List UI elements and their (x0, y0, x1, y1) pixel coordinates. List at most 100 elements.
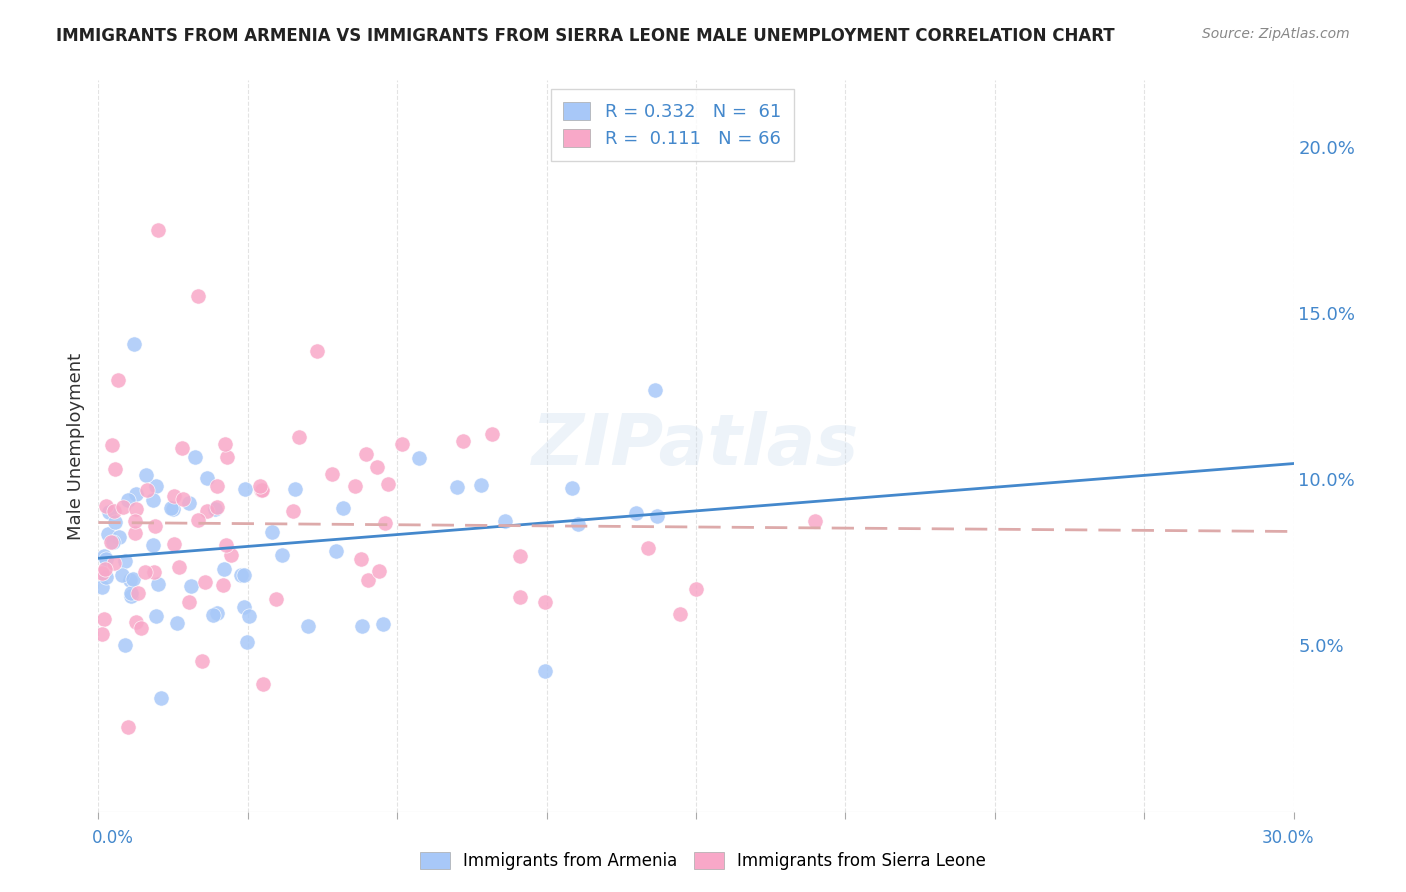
Point (134, 565, 156, 579)
Point (111, 568, 134, 582)
Point (350, 619, 373, 633)
Point (108, 530, 131, 544)
Point (377, 476, 399, 491)
Point (124, 514, 146, 528)
Point (103, 504, 125, 518)
Point (238, 609, 260, 624)
Point (136, 483, 159, 497)
Point (371, 616, 394, 631)
Point (668, 607, 690, 621)
Point (325, 544, 347, 558)
Point (533, 595, 555, 609)
Point (100, 438, 122, 452)
Point (142, 538, 165, 552)
Point (645, 508, 668, 523)
Point (100, 535, 122, 549)
Point (94, 562, 117, 576)
Point (391, 437, 413, 451)
Point (561, 481, 583, 495)
Point (162, 502, 184, 516)
Point (91, 627, 114, 641)
Point (180, 579, 202, 593)
Point (250, 483, 273, 497)
Point (142, 492, 165, 507)
Point (125, 502, 148, 516)
Point (344, 479, 367, 493)
Point (249, 479, 271, 493)
Point (93, 549, 115, 564)
Point (357, 573, 380, 587)
Point (202, 607, 225, 622)
Point (146, 577, 169, 591)
Point (205, 500, 228, 514)
Point (172, 491, 194, 506)
Text: Source: ZipAtlas.com: Source: ZipAtlas.com (1202, 27, 1350, 41)
Point (125, 487, 148, 501)
Point (214, 562, 236, 576)
Point (271, 549, 294, 563)
Point (195, 471, 218, 485)
Point (260, 524, 283, 539)
Point (204, 501, 226, 516)
Point (509, 591, 531, 605)
Point (350, 551, 373, 566)
Point (104, 462, 127, 476)
Point (94, 499, 117, 513)
Legend: R = 0.332   N =  61, R =  0.111   N = 66: R = 0.332 N = 61, R = 0.111 N = 66 (551, 89, 793, 161)
Point (232, 599, 254, 614)
Point (103, 534, 125, 549)
Point (107, 372, 129, 386)
Point (117, 720, 139, 734)
Text: ZIPatlas: ZIPatlas (533, 411, 859, 481)
Point (122, 336, 145, 351)
Point (252, 677, 274, 691)
Point (288, 430, 311, 444)
Text: 30.0%: 30.0% (1263, 829, 1315, 847)
Point (233, 482, 256, 496)
Point (124, 526, 146, 541)
Legend: Immigrants from Armenia, Immigrants from Sierra Leone: Immigrants from Armenia, Immigrants from… (413, 845, 993, 877)
Point (163, 537, 186, 551)
Point (91, 566, 114, 581)
Point (534, 664, 557, 678)
Point (94, 551, 117, 566)
Point (177, 595, 200, 609)
Point (145, 609, 167, 624)
Point (685, 582, 707, 596)
Point (150, 690, 173, 705)
Point (103, 556, 125, 570)
Point (195, 504, 218, 518)
Point (117, 492, 139, 507)
Point (114, 553, 136, 567)
Point (637, 541, 659, 555)
Point (321, 467, 343, 482)
Point (446, 480, 468, 494)
Point (93, 612, 115, 626)
Point (284, 482, 307, 496)
Point (494, 514, 516, 528)
Point (143, 519, 166, 533)
Point (91, 581, 114, 595)
Text: IMMIGRANTS FROM ARMENIA VS IMMIGRANTS FROM SIERRA LEONE MALE UNEMPLOYMENT CORREL: IMMIGRANTS FROM ARMENIA VS IMMIGRANTS FR… (56, 27, 1115, 45)
Y-axis label: Male Unemployment: Male Unemployment (66, 352, 84, 540)
Text: 0.0%: 0.0% (91, 829, 134, 847)
Point (167, 560, 190, 574)
Point (307, 344, 329, 359)
Point (509, 549, 531, 563)
Point (148, 223, 170, 237)
Point (160, 501, 183, 516)
Point (205, 478, 228, 492)
Point (215, 538, 238, 552)
Point (163, 489, 186, 503)
Point (205, 606, 228, 620)
Point (112, 500, 135, 514)
Point (129, 621, 152, 635)
Point (122, 572, 145, 586)
Point (114, 638, 136, 652)
Point (470, 477, 492, 491)
Point (354, 447, 377, 461)
Point (624, 507, 647, 521)
Point (368, 564, 391, 578)
Point (644, 383, 666, 397)
Point (297, 619, 319, 633)
